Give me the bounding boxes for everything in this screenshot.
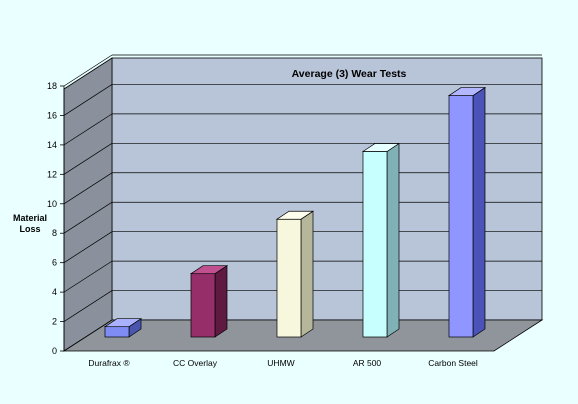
- bar-top: [103, 318, 143, 328]
- y-tick-label: 10: [47, 199, 57, 209]
- x-category-label: AR 500: [353, 358, 382, 368]
- bar-front: [190, 273, 216, 338]
- y-tick-label: 6: [52, 258, 57, 268]
- bar-side: [386, 142, 400, 338]
- gridline-side: [63, 113, 113, 146]
- y-axis-label-line-1: Material: [13, 213, 47, 223]
- bar-front: [276, 218, 302, 338]
- x-category-label: UHMW: [267, 358, 294, 368]
- chart-title: Average (3) Wear Tests: [292, 68, 407, 80]
- bar-top: [275, 210, 315, 220]
- bar: [447, 86, 487, 338]
- gridline-side: [63, 84, 113, 116]
- x-category-label: Carbon Steel: [428, 358, 478, 368]
- bar-side: [214, 265, 228, 338]
- y-tick-label: 16: [47, 110, 57, 120]
- bar: [103, 318, 143, 338]
- bar-top: [189, 265, 229, 275]
- gridline-side: [63, 54, 113, 87]
- gridline-side: [63, 201, 113, 234]
- bar-front: [362, 151, 388, 338]
- bar-side: [300, 210, 314, 338]
- bar-top: [361, 143, 401, 152]
- x-axis-categories: Durafrax ® CC Overlay UHMW AR 500 Carbon Ste…: [88, 358, 478, 368]
- gridline-side: [63, 143, 113, 175]
- y-tick-label: 4: [52, 287, 57, 297]
- y-tick-label: 8: [52, 228, 57, 238]
- gridline-side: [63, 290, 113, 322]
- bar-side: [472, 86, 486, 338]
- bar: [189, 265, 229, 338]
- y-tick-label: 2: [52, 317, 57, 327]
- left-wall: [63, 57, 113, 352]
- y-tick-label: 0: [52, 346, 57, 356]
- gridline-side: [63, 172, 113, 205]
- bar-front: [448, 95, 474, 338]
- gridline-side: [63, 231, 113, 263]
- y-axis-ticks: 0 2 4 6 8 10 12 14 16 18: [47, 81, 65, 356]
- bar: [275, 210, 315, 338]
- y-tick-label: 14: [47, 140, 57, 150]
- x-category-label: CC Overlay: [173, 358, 218, 368]
- y-tick-label: 18: [47, 81, 57, 91]
- y-axis-label-line-2: Loss: [19, 224, 40, 234]
- y-tick-label: 12: [47, 169, 57, 179]
- bar-front: [104, 326, 130, 338]
- x-category-label: Durafrax ®: [88, 358, 130, 368]
- bar: [361, 142, 401, 338]
- bar-top: [447, 87, 487, 96]
- gridline-side: [63, 260, 113, 293]
- bars: [103, 86, 487, 338]
